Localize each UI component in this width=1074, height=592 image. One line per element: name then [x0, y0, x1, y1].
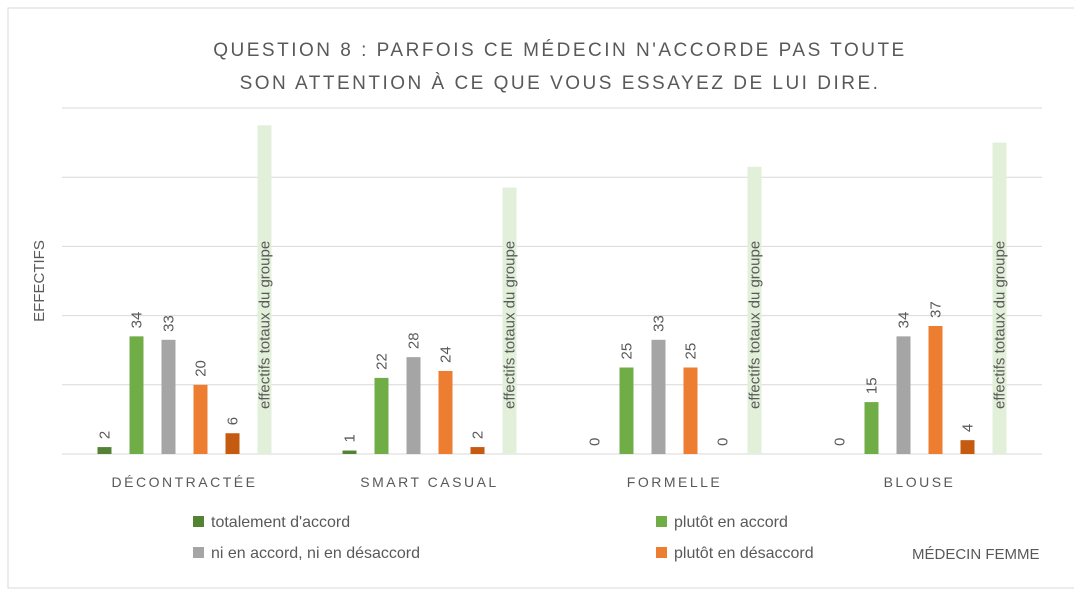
- bar: [374, 377, 389, 454]
- legend-label: totalement d'accord: [211, 514, 350, 531]
- data-label: 20: [193, 360, 210, 377]
- data-label: 34: [896, 312, 913, 329]
- chart-frame: [7, 7, 1074, 589]
- bar: [747, 166, 762, 454]
- chart-title: SON ATTENTION À CE QUE VOUS ESSAYEZ DE L…: [240, 73, 881, 94]
- x-tick-label: DÉCONTRACTÉE: [112, 474, 258, 490]
- x-tick-label: SMART CASUAL: [360, 474, 498, 490]
- bar: [896, 336, 911, 454]
- data-label: 33: [161, 315, 178, 332]
- data-label: 2: [470, 431, 487, 439]
- legend-swatch: [193, 547, 204, 558]
- y-axis-label: EFFECTIFS: [31, 240, 48, 322]
- bar: [470, 447, 485, 454]
- data-label: 15: [864, 377, 881, 394]
- legend-swatch: [656, 516, 667, 527]
- data-label: 25: [619, 343, 636, 360]
- bar: [225, 433, 240, 454]
- bar: [651, 339, 666, 454]
- data-label: 37: [928, 301, 945, 318]
- bar: [502, 187, 517, 454]
- bar: [960, 440, 975, 454]
- bar: [257, 125, 272, 455]
- bar: [129, 336, 144, 454]
- bar: [193, 384, 208, 454]
- data-label: 6: [225, 417, 242, 425]
- data-label: 34: [129, 312, 146, 329]
- data-label: effectifs totaux du groupe: [992, 241, 1009, 409]
- bar: [683, 367, 698, 454]
- legend-label: ni en accord, ni en désaccord: [211, 545, 420, 562]
- legend-swatch: [193, 516, 204, 527]
- bar: [864, 402, 879, 454]
- data-label: 1: [342, 434, 359, 442]
- bar: [438, 370, 453, 454]
- bar: [97, 447, 112, 454]
- annotation: MÉDECIN FEMME: [912, 546, 1040, 563]
- x-tick-label: BLOUSE: [884, 474, 956, 490]
- legend-label: plutôt en désaccord: [674, 545, 814, 562]
- bar: [619, 367, 634, 454]
- data-label: 0: [832, 438, 849, 446]
- legend-swatch: [656, 547, 667, 558]
- data-label: 24: [438, 346, 455, 363]
- legend-label: plutôt en accord: [674, 514, 788, 531]
- chart-title: QUESTION 8 : PARFOIS CE MÉDECIN N'ACCORD…: [213, 40, 906, 61]
- bar: [928, 325, 943, 454]
- data-label: 0: [715, 438, 732, 446]
- data-label: effectifs totaux du groupe: [747, 241, 764, 409]
- data-label: effectifs totaux du groupe: [257, 241, 274, 409]
- data-label: 33: [651, 315, 668, 332]
- bar: [992, 142, 1007, 454]
- data-label: 22: [374, 353, 391, 370]
- data-label: 0: [587, 438, 604, 446]
- data-label: 28: [406, 332, 423, 349]
- bar: [406, 357, 421, 454]
- data-label: 2: [97, 431, 114, 439]
- bar: [342, 450, 357, 454]
- data-label: 4: [960, 424, 977, 432]
- data-label: effectifs totaux du groupe: [502, 241, 519, 409]
- bar: [161, 339, 176, 454]
- data-label: 25: [683, 343, 700, 360]
- x-tick-label: FORMELLE: [627, 474, 722, 490]
